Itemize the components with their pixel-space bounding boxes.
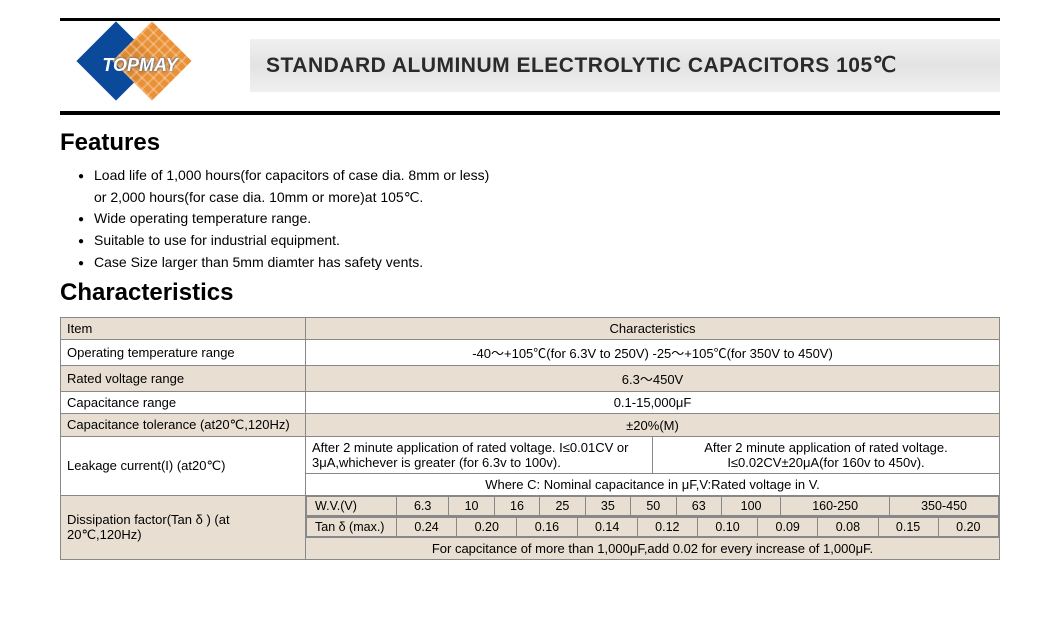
feature-item: Wide operating temperature range. (78, 208, 1000, 230)
feature-item: Load life of 1,000 hours(for capacitors … (78, 165, 1000, 187)
divider-thick (60, 111, 1000, 115)
wv-cell: 35 (585, 497, 630, 516)
leakage-note: Where C: Nominal capacitance in μF,V:Rat… (306, 474, 1000, 496)
row-value: 0.1-15,000μF (306, 392, 1000, 414)
tan-cell: 0.09 (758, 518, 818, 537)
tan-cell: 0.16 (517, 518, 577, 537)
dissipation-note: For capcitance of more than 1,000μF,add … (306, 538, 1000, 560)
row-value: -40～+105℃(for 6.3V to 250V) -25～+105℃(fo… (306, 340, 1000, 366)
row-label: Operating temperature range (61, 340, 306, 366)
wv-cell: 10 (449, 497, 494, 516)
page: TOPMAY STANDARD ALUMINUM ELECTROLYTIC CA… (0, 0, 1060, 560)
dissipation-header-row: W.V.(V) 6.3 10 16 25 35 50 63 100 160-25… (306, 496, 1000, 517)
row-label: Capacitance range (61, 392, 306, 414)
tan-cell: 0.12 (637, 518, 697, 537)
feature-item: Case Size larger than 5mm diamter has sa… (78, 252, 1000, 274)
row-value: ±20%(M) (306, 414, 1000, 437)
tan-cell: 0.08 (818, 518, 878, 537)
characteristics-table: Item Characteristics Operating temperatu… (60, 317, 1000, 560)
leakage-right: After 2 minute application of rated volt… (653, 437, 1000, 473)
wv-cell: 63 (676, 497, 721, 516)
row-label: Leakage current(I) (at20℃) (61, 437, 306, 496)
wv-cell: 100 (721, 497, 780, 516)
col-header-item: Item (61, 318, 306, 340)
logo-text: TOPMAY (60, 55, 220, 76)
tan-cell: 0.24 (397, 518, 457, 537)
tan-label: Tan δ (max.) (307, 518, 397, 537)
wv-label: W.V.(V) (307, 497, 397, 516)
wv-cell: 25 (540, 497, 585, 516)
row-label: Rated voltage range (61, 366, 306, 392)
dissipation-value-row: Tan δ (max.) 0.24 0.20 0.16 0.14 0.12 0.… (306, 517, 1000, 538)
col-header-char: Characteristics (306, 318, 1000, 340)
tan-cell: 0.15 (878, 518, 938, 537)
features-heading: Features (60, 129, 1000, 157)
page-title: STANDARD ALUMINUM ELECTROLYTIC CAPACITOR… (250, 39, 1000, 92)
feature-item: Suitable to use for industrial equipment… (78, 230, 1000, 252)
leakage-split: After 2 minute application of rated volt… (306, 437, 1000, 474)
brand-logo: TOPMAY (60, 25, 220, 105)
wv-cell: 350-450 (890, 497, 999, 516)
row-label: Dissipation factor(Tan δ ) (at 20℃,120Hz… (61, 496, 306, 560)
header: TOPMAY STANDARD ALUMINUM ELECTROLYTIC CA… (60, 18, 1000, 105)
wv-cell: 160-250 (781, 497, 890, 516)
feature-subline: or 2,000 hours(for case dia. 10mm or mor… (60, 187, 1000, 209)
tan-cell: 0.14 (577, 518, 637, 537)
tan-cell: 0.20 (938, 518, 998, 537)
wv-cell: 6.3 (397, 497, 449, 516)
wv-cell: 16 (494, 497, 539, 516)
row-value: 6.3～450V (306, 366, 1000, 392)
tan-cell: 0.20 (457, 518, 517, 537)
leakage-left: After 2 minute application of rated volt… (306, 437, 653, 473)
tan-cell: 0.10 (697, 518, 757, 537)
features-list: Wide operating temperature range. Suitab… (60, 208, 1000, 273)
features-list: Load life of 1,000 hours(for capacitors … (60, 165, 1000, 187)
row-label: Capacitance tolerance (at20℃,120Hz) (61, 414, 306, 437)
wv-cell: 50 (631, 497, 676, 516)
characteristics-heading: Characteristics (60, 279, 1000, 307)
